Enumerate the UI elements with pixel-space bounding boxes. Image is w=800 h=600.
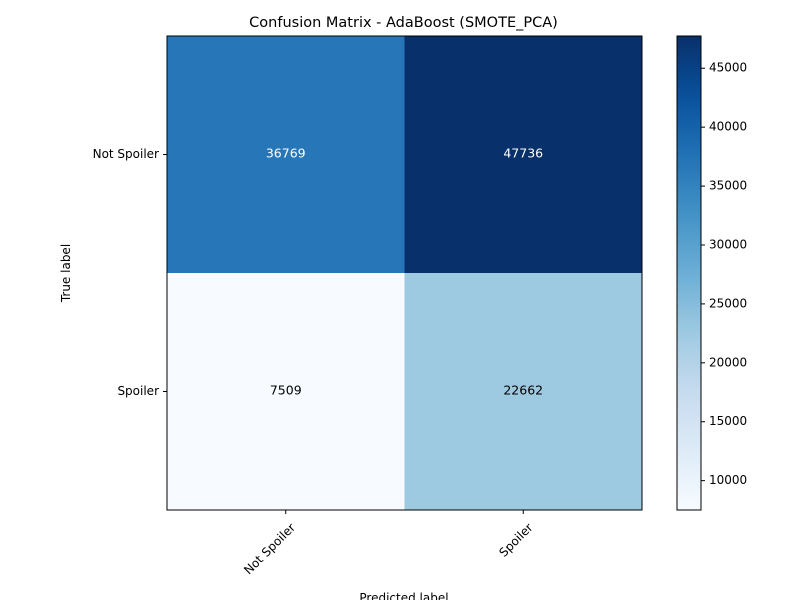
- heatmap-cell: [404, 273, 643, 511]
- cell-value-label: 47736: [503, 146, 543, 161]
- colorbar-tick-label: 15000: [709, 414, 747, 428]
- colorbar-tick-label: 30000: [709, 237, 747, 251]
- heatmap-cell: [167, 273, 405, 511]
- colorbar-tick-label: 25000: [709, 296, 747, 310]
- heatmap-cells: [167, 36, 643, 511]
- cell-value-label: 22662: [503, 383, 543, 398]
- cell-value-label: 36769: [266, 146, 306, 161]
- plot-frame: [166, 35, 643, 511]
- x-axis-label: Predicted label: [359, 591, 448, 600]
- colorbar-tick-label: 40000: [709, 120, 747, 134]
- colorbar: [676, 35, 702, 511]
- colorbar-ticks: 10000 15000 20000 25000 30000 35000 40000 45000: [701, 61, 747, 487]
- colorbar-tick-label: 10000: [709, 473, 747, 487]
- y-axis-ticks: Not Spoiler Spoiler: [93, 147, 167, 398]
- y-tick-label: Spoiler: [117, 384, 159, 398]
- y-tick-label: Not Spoiler: [93, 147, 159, 161]
- heatmap-cell-labels: 36769 47736 7509 22662: [266, 146, 543, 398]
- heatmap-cell: [404, 36, 643, 274]
- colorbar-tick-label: 35000: [709, 179, 747, 193]
- y-axis-label: True label: [59, 244, 73, 303]
- x-axis-ticks: Not Spoiler Spoiler: [241, 510, 536, 577]
- cell-value-label: 7509: [270, 383, 302, 398]
- x-tick-label: Not Spoiler: [241, 520, 298, 577]
- x-tick-label: Spoiler: [496, 520, 535, 559]
- heatmap-cell: [167, 36, 405, 274]
- chart-title: Confusion Matrix - AdaBoost (SMOTE_PCA): [249, 15, 558, 31]
- colorbar-tick-label: 20000: [709, 355, 747, 369]
- colorbar-tick-label: 45000: [709, 61, 747, 75]
